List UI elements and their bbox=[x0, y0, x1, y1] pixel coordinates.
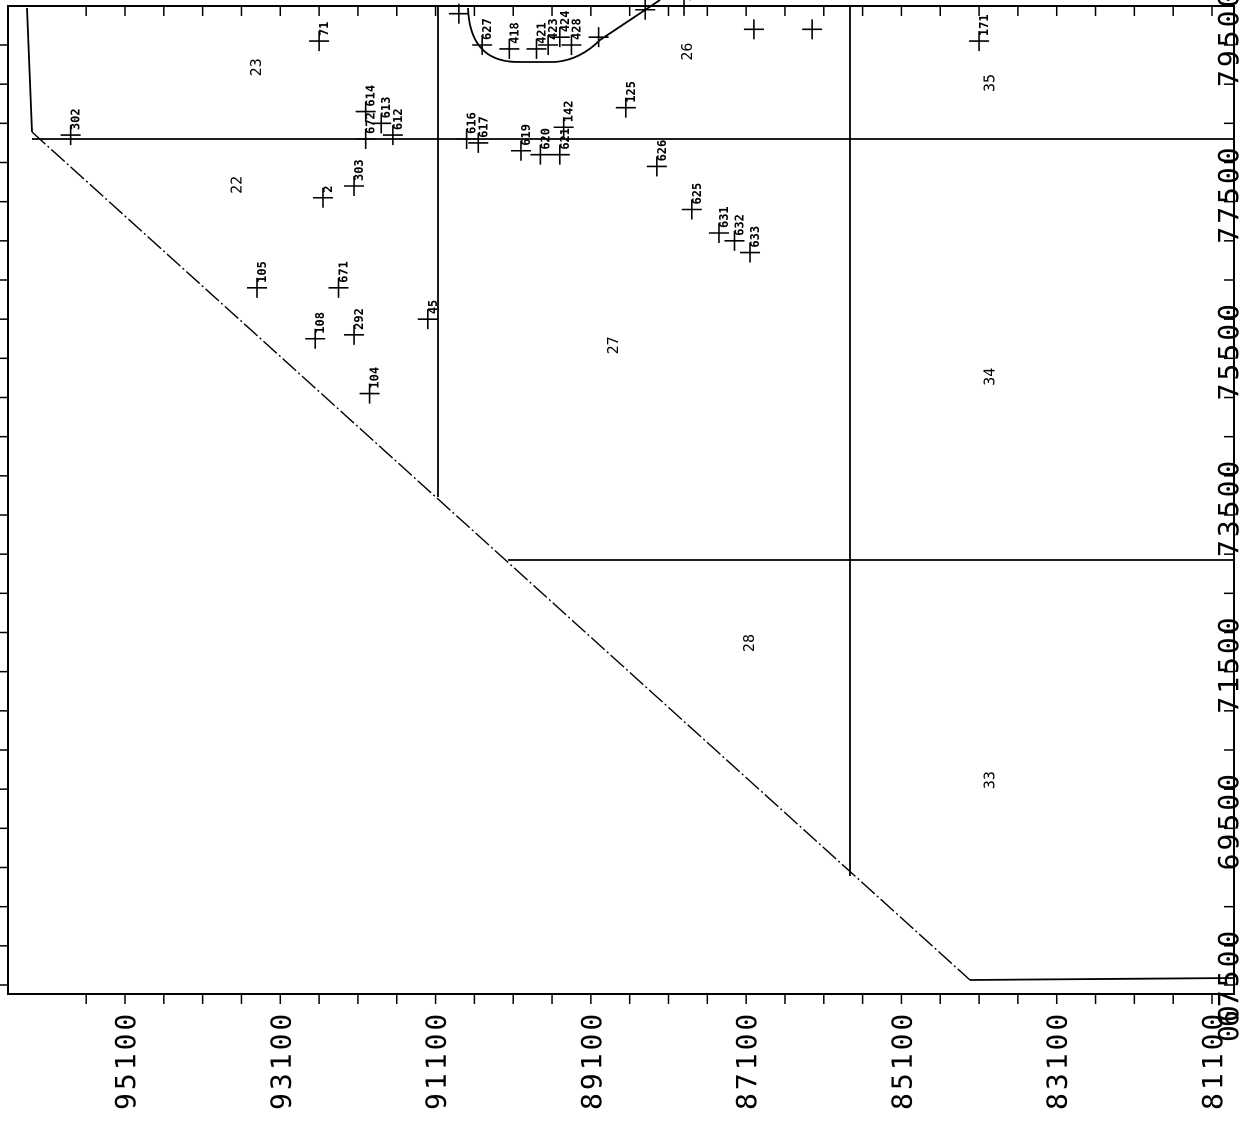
survey-point-label: 105 bbox=[255, 261, 269, 283]
y-axis-label: 71500 bbox=[1212, 614, 1242, 713]
survey-point-label: 632 bbox=[732, 214, 746, 236]
survey-point-label: 303 bbox=[352, 159, 366, 181]
survey-point-label: 614 bbox=[364, 85, 378, 107]
survey-point-label: 2 bbox=[321, 186, 335, 193]
survey-point-label: 421 bbox=[535, 22, 549, 44]
survey-point-label: 631 bbox=[717, 206, 731, 228]
survey-point-label: 671 bbox=[337, 261, 351, 283]
zone-labels: 23 22 26 35 27 34 28 33 bbox=[227, 43, 998, 790]
x-axis-label: 87100 bbox=[730, 1011, 763, 1110]
y-axis-label: 67500 bbox=[1212, 928, 1242, 1027]
zone-label-27: 27 bbox=[604, 336, 622, 354]
parcel-boundary-bottom bbox=[969, 977, 1235, 981]
survey-point-label: 171 bbox=[977, 14, 991, 36]
survey-point-label: 633 bbox=[748, 226, 762, 248]
survey-point-label: 621 bbox=[558, 128, 572, 150]
y-axis-label: 75500 bbox=[1212, 301, 1242, 400]
survey-point-label: 612 bbox=[391, 108, 405, 130]
zone-label-28: 28 bbox=[740, 634, 758, 652]
survey-point-label: 45 bbox=[426, 300, 440, 314]
parcel-boundary-top bbox=[26, 7, 33, 133]
y-axis-label: 73500 bbox=[1212, 458, 1242, 557]
survey-point-label: 71 bbox=[317, 22, 331, 36]
plot-frame bbox=[7, 5, 1235, 995]
survey-point-label: 619 bbox=[519, 124, 533, 146]
x-axis-label: 81100 bbox=[1196, 1011, 1229, 1110]
x-axis-label: 95100 bbox=[109, 1011, 142, 1110]
zone-label-26: 26 bbox=[678, 43, 696, 61]
x-axis-label: 83100 bbox=[1041, 1011, 1074, 1110]
survey-point-label: 428 bbox=[569, 18, 583, 40]
survey-point-label: 616 bbox=[465, 112, 479, 134]
survey-point-label: 125 bbox=[624, 81, 638, 103]
zone-label-35: 35 bbox=[981, 74, 999, 92]
survey-point-label: 108 bbox=[313, 312, 327, 334]
survey-point-label: 302 bbox=[69, 108, 83, 130]
survey-point-label: 418 bbox=[507, 22, 521, 44]
survey-point-label: 424 bbox=[558, 10, 572, 32]
survey-point-label: 613 bbox=[379, 97, 393, 119]
corner-overlap-label: 00 bbox=[1212, 1002, 1242, 1042]
survey-point-label: 625 bbox=[690, 183, 704, 205]
survey-point-label: 104 bbox=[368, 367, 382, 389]
axis-ticks bbox=[0, 6, 1234, 1004]
x-axis-label: 93100 bbox=[264, 1011, 297, 1110]
x-axis-label: 85100 bbox=[885, 1011, 918, 1110]
curved-boundary bbox=[467, 0, 661, 63]
survey-point-label: 620 bbox=[538, 128, 552, 150]
survey-point-label: 672 bbox=[364, 112, 378, 134]
survey-point-label: 626 bbox=[655, 140, 669, 162]
parcel-boundary-diagonal bbox=[31, 131, 971, 981]
zone-label-34: 34 bbox=[981, 368, 999, 386]
y-axis-label: 69500 bbox=[1212, 771, 1242, 870]
zone-label-33: 33 bbox=[981, 771, 999, 789]
y-axis-label: 77500 bbox=[1212, 144, 1242, 243]
survey-point-label: 423 bbox=[546, 18, 560, 40]
zone-label-22: 22 bbox=[227, 176, 245, 194]
survey-point-label: 617 bbox=[476, 116, 490, 138]
y-axis-label: 79500 bbox=[1212, 0, 1242, 87]
survey-point-label: 627 bbox=[480, 18, 494, 40]
zone-label-23: 23 bbox=[247, 58, 265, 76]
x-axis-label: 89100 bbox=[575, 1011, 608, 1110]
survey-point-label: 292 bbox=[352, 308, 366, 330]
x-axis-label: 91100 bbox=[420, 1011, 453, 1110]
survey-point-label: 142 bbox=[562, 101, 576, 123]
x-axis-labels: 95100 93100 91100 89100 87100 85100 83100 81100 bbox=[109, 1011, 1229, 1110]
survey-point-label: 4 bbox=[682, 0, 696, 1]
